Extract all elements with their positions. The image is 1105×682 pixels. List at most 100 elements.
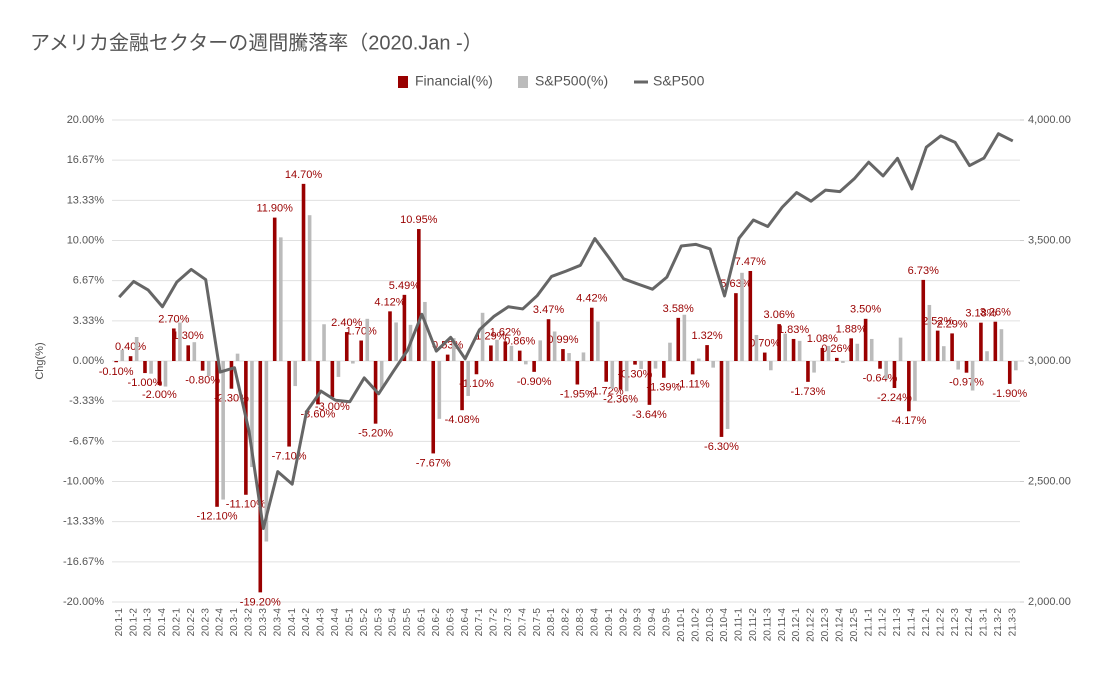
x-tick-label: 20.10-3 <box>705 608 716 642</box>
legend-swatch <box>398 76 408 88</box>
bar <box>575 361 580 385</box>
x-tick-label: 20.9-4 <box>647 608 658 637</box>
bar <box>898 337 903 361</box>
data-label: 0.70% <box>749 337 780 349</box>
x-tick-label: 20.6-4 <box>460 608 471 637</box>
x-tick-label: 20.3-2 <box>244 608 255 637</box>
data-label: -0.10% <box>99 366 134 378</box>
x-tick-label: 20.4-3 <box>316 608 327 637</box>
data-label: -19.20% <box>240 596 281 608</box>
data-label: 3.18% <box>965 308 996 320</box>
bar <box>206 361 211 377</box>
bar <box>690 361 695 375</box>
y2-tick-label: 2,500.00 <box>1028 475 1071 487</box>
bar <box>451 338 456 361</box>
x-tick-label: 20.2-2 <box>186 608 197 637</box>
bar <box>163 361 168 387</box>
bar <box>134 337 139 361</box>
x-tick-label: 20.2-1 <box>171 608 182 637</box>
x-tick-label: 20.1-2 <box>128 608 139 637</box>
bar <box>287 361 291 447</box>
bar <box>186 345 191 361</box>
legend-swatch <box>518 76 528 88</box>
bar <box>402 294 407 361</box>
x-tick-label: 20.7-1 <box>474 608 485 637</box>
bar <box>149 361 153 374</box>
bar <box>437 361 442 419</box>
x-tick-label: 21.2-4 <box>964 608 975 637</box>
x-tick-label: 20.10-1 <box>676 608 687 642</box>
bar <box>950 333 954 361</box>
x-tick-label: 20.4-1 <box>287 608 298 637</box>
x-tick-label: 20.3-3 <box>258 608 269 637</box>
bar <box>524 361 528 365</box>
bar <box>316 361 320 405</box>
bar <box>532 361 536 372</box>
bar <box>812 361 816 373</box>
data-label: 1.32% <box>691 330 722 342</box>
y-tick-label: 6.67% <box>73 275 104 287</box>
data-label: 7.47% <box>735 256 766 268</box>
data-label: 1.62% <box>490 326 521 338</box>
x-tick-label: 20.5-2 <box>359 608 370 637</box>
data-label: 0.40% <box>115 341 146 353</box>
data-label: 1.30% <box>173 330 204 342</box>
x-tick-label: 20.4-2 <box>301 608 312 637</box>
bar <box>581 352 586 361</box>
bar <box>754 334 759 361</box>
x-tick-label: 20.6-2 <box>431 608 442 637</box>
y2-tick-label: 2,000.00 <box>1028 596 1071 608</box>
bar <box>596 321 600 361</box>
bar <box>474 361 479 375</box>
data-label: 10.95% <box>400 214 438 226</box>
x-tick-label: 20.5-3 <box>373 608 384 637</box>
data-label: -0.80% <box>185 375 220 387</box>
bar <box>307 215 312 361</box>
y-tick-label: -20.00% <box>63 596 104 608</box>
bar <box>618 361 623 390</box>
bar <box>841 361 845 363</box>
bar <box>964 361 969 373</box>
x-tick-label: 20.8-4 <box>589 608 600 637</box>
bar <box>676 317 681 361</box>
bar <box>466 361 470 396</box>
bar <box>495 339 499 361</box>
y-tick-label: 10.00% <box>67 234 105 246</box>
bar <box>336 361 341 377</box>
bar <box>503 341 508 361</box>
bar <box>892 361 897 388</box>
bar <box>791 338 796 361</box>
bar <box>935 330 940 361</box>
bar <box>869 338 874 361</box>
data-label: -0.30% <box>618 369 653 381</box>
data-label: 3.26% <box>980 307 1011 319</box>
bar <box>921 279 926 361</box>
data-label: -1.73% <box>791 386 826 398</box>
bar <box>740 272 744 361</box>
x-tick-label: 21.1-4 <box>907 608 918 637</box>
bar <box>797 340 802 361</box>
x-tick-label: 20.4-4 <box>330 608 341 637</box>
y2-tick-label: 4,000.00 <box>1028 114 1071 126</box>
bar <box>229 361 234 389</box>
y-tick-label: 3.33% <box>73 315 104 327</box>
data-label: -2.24% <box>877 392 912 404</box>
legend-label: Financial(%) <box>415 73 493 89</box>
legend-label: S&P500(%) <box>535 73 608 89</box>
x-tick-label: 20.12-2 <box>806 608 817 642</box>
data-label: -3.00% <box>315 401 350 413</box>
bar <box>863 318 868 361</box>
x-tick-label: 20.7-2 <box>489 608 500 637</box>
x-tick-label: 20.8-3 <box>575 608 586 637</box>
bar <box>696 358 701 361</box>
x-tick-label: 20.9-1 <box>604 608 615 637</box>
y-tick-label: -16.67% <box>63 556 104 568</box>
bar <box>985 351 989 361</box>
bar <box>567 353 571 361</box>
bar <box>762 352 767 361</box>
chart-title: アメリカ金融セクターの週間騰落率（2020.Jan -） <box>30 31 483 54</box>
bar <box>913 361 917 401</box>
legend-label: S&P500 <box>653 73 705 89</box>
data-label: 2.40% <box>331 317 362 329</box>
x-tick-label: 20.7-5 <box>532 608 543 637</box>
